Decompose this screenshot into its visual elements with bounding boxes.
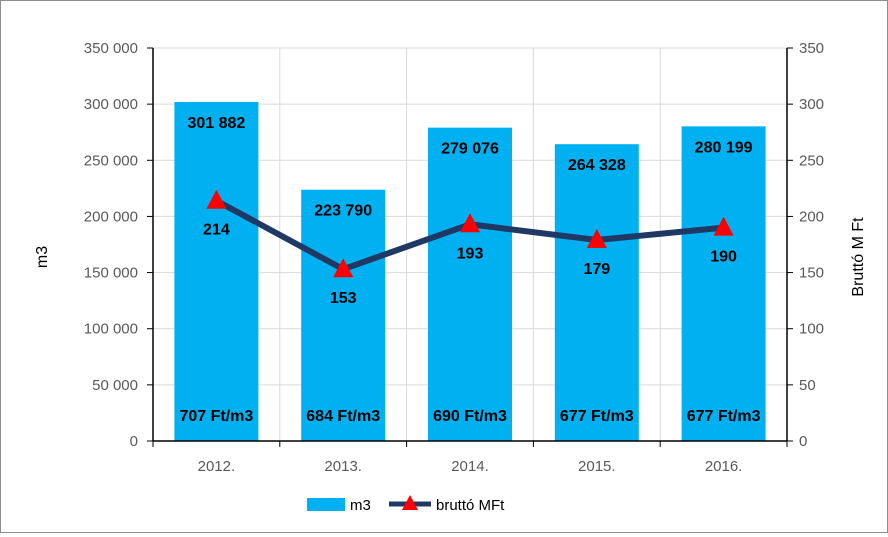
bar-0 bbox=[174, 102, 259, 442]
line-value-label: 190 bbox=[710, 249, 737, 266]
y-left-tick-label: 350 000 bbox=[84, 40, 138, 57]
x-tick-label: 2015. bbox=[578, 458, 616, 475]
data-labels: 301 882 223 790 279 076 264 328 280 199 707 F… bbox=[179, 115, 760, 425]
bar-4 bbox=[681, 126, 766, 441]
y-right-tick-label: 250 bbox=[799, 152, 824, 169]
line-value-label: 179 bbox=[583, 261, 610, 278]
line-marker-0 bbox=[206, 189, 227, 209]
y-left-tick-label: 250 000 bbox=[84, 152, 138, 169]
y-right-tick-label: 100 bbox=[799, 321, 824, 338]
legend-swatch-m3 bbox=[307, 498, 345, 511]
bar-value-label: 264 328 bbox=[568, 157, 626, 174]
bar-1 bbox=[301, 189, 386, 441]
bar-unit-price-label: 707 Ft/m3 bbox=[179, 408, 253, 425]
line-value-label: 214 bbox=[203, 222, 230, 239]
x-tick-label: 2012. bbox=[198, 458, 236, 475]
line-marker-3 bbox=[586, 229, 607, 249]
bar-value-label: 280 199 bbox=[695, 139, 753, 156]
line-value-label: 193 bbox=[457, 245, 484, 262]
y-left-tick-label: 100 000 bbox=[84, 321, 138, 338]
line-value-label: 153 bbox=[330, 290, 357, 307]
line-marker-2 bbox=[460, 213, 480, 233]
bar-unit-price-label: 684 Ft/m3 bbox=[306, 408, 380, 425]
bar-value-label: 301 882 bbox=[187, 115, 245, 132]
bar-value-label: 279 076 bbox=[441, 141, 499, 158]
y-right-tick-label: 300 bbox=[799, 96, 824, 113]
y-right-tick-label: 200 bbox=[799, 208, 824, 225]
y-right-tick-label: 0 bbox=[799, 433, 807, 450]
legend-label-m3: m3 bbox=[350, 497, 371, 514]
legend: m3 bruttó MFt bbox=[307, 495, 505, 514]
bar-value-label: 223 790 bbox=[314, 203, 372, 220]
bar-unit-price-label: 690 Ft/m3 bbox=[433, 408, 507, 425]
bar-series bbox=[174, 102, 766, 442]
line-marker-4 bbox=[713, 216, 734, 236]
legend-swatch-marker bbox=[402, 495, 418, 510]
bar-3 bbox=[554, 144, 639, 441]
bar-unit-price-label: 677 Ft/m3 bbox=[560, 408, 634, 425]
y-left-tick-label: 150 000 bbox=[84, 265, 138, 282]
y-left-tick-label: 200 000 bbox=[84, 208, 138, 225]
x-tick-label: 2014. bbox=[451, 458, 489, 475]
x-tick-label: 2016. bbox=[705, 458, 743, 475]
bar-2 bbox=[428, 127, 512, 442]
legend-label-brutto: bruttó MFt bbox=[436, 497, 505, 514]
y-left-axis-title: m3 bbox=[34, 246, 51, 268]
axes: 0 50 000 100 000 150 000 200 000 250 000 300 0… bbox=[84, 40, 824, 475]
x-tick-label: 2013. bbox=[324, 458, 362, 475]
y-left-tick-label: 50 000 bbox=[92, 377, 138, 394]
bar-unit-price-label: 677 Ft/m3 bbox=[687, 408, 761, 425]
y-right-axis-title: Bruttó M Ft bbox=[850, 217, 867, 297]
line-marker-1 bbox=[333, 258, 354, 278]
line-series bbox=[206, 189, 734, 278]
y-left-tick-label: 0 bbox=[130, 433, 138, 450]
y-left-tick-label: 300 000 bbox=[84, 96, 138, 113]
y-right-tick-label: 350 bbox=[799, 40, 824, 57]
y-right-tick-label: 50 bbox=[799, 377, 816, 394]
y-right-tick-label: 150 bbox=[799, 265, 824, 282]
